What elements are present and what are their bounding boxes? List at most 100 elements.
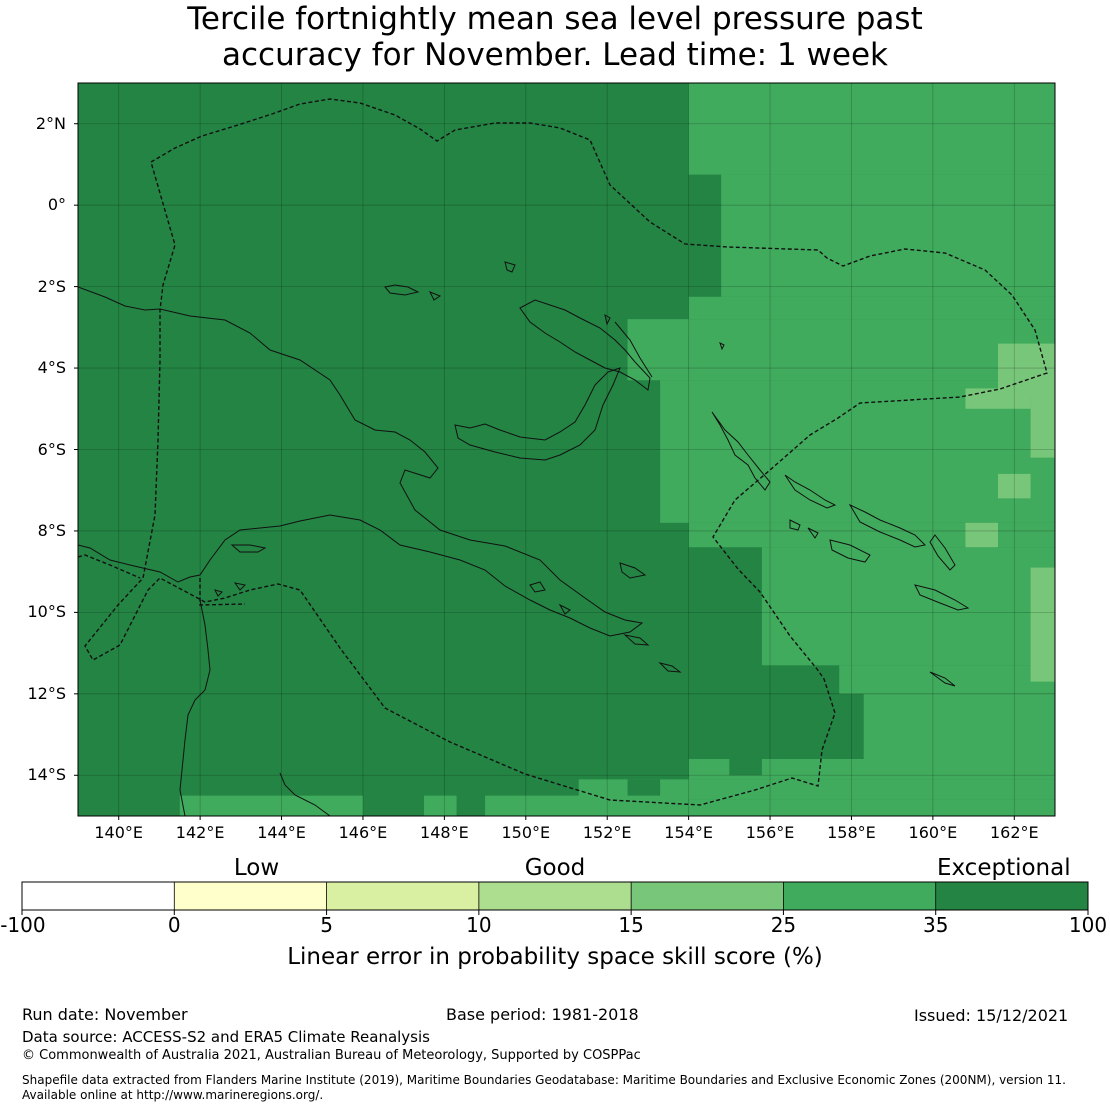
coastline-guadalcanal (829, 539, 871, 563)
skill-cell-good (1030, 388, 1055, 458)
coastline-santa-isabel (848, 503, 927, 548)
coastline-rennell (929, 671, 956, 687)
skill-cell-good-plus (688, 758, 1055, 780)
colorbar (21, 881, 1089, 915)
lon-tick-label: 144°E (257, 823, 306, 842)
lon-tick-label: 140°E (94, 823, 144, 842)
skill-cell-good (965, 388, 1031, 409)
skill-cell-good-plus (688, 522, 1055, 548)
colorbar-bin (174, 882, 327, 910)
map-gridlines (78, 83, 1055, 816)
colorbar-tick-label: 5 (320, 913, 333, 937)
coastline-bismarck-small (384, 284, 725, 351)
colorbar-tick-label: 10 (466, 913, 492, 937)
coastline-new-georgia (789, 519, 819, 539)
eez-boundary-png (84, 98, 1048, 806)
lon-tick-label: 146°E (338, 823, 388, 842)
map-axis-ticks (74, 123, 1015, 820)
lat-tick-label: 12°S (27, 683, 66, 703)
coastline-new-ireland (614, 321, 653, 378)
coastline-makira (914, 584, 970, 611)
colorbar-bin (478, 882, 632, 910)
lat-tick-label: 14°S (27, 765, 66, 785)
coastline-louisiade (658, 662, 682, 673)
lat-tick-label: 8°S (37, 520, 66, 540)
lon-tick-label: 158°E (827, 823, 876, 842)
eez-boundaries (78, 98, 1048, 806)
coastline-new-britain (519, 299, 651, 391)
skill-cell-good (965, 522, 999, 548)
lat-tick-label: 0° (47, 195, 66, 215)
data-source: Data source: ACCESS-S2 and ERA5 Climate … (22, 1028, 430, 1046)
skill-cell-good-plus (627, 319, 1055, 336)
eez-boundary-torres (199, 578, 246, 606)
shapefile-credit-line-2: Available online at http://www.marinereg… (22, 1088, 324, 1102)
lon-tick-label: 156°E (745, 823, 795, 842)
skill-cell-good-plus (424, 795, 457, 816)
coastline-torres-islands (214, 582, 247, 597)
lon-tick-label: 160°E (908, 823, 958, 842)
skill-category-label: Low (233, 855, 280, 881)
copyright: © Commonwealth of Australia 2021, Austra… (22, 1048, 641, 1063)
lon-tick-label: 142°E (175, 823, 225, 842)
shapefile-credit-line-1: Shapefile data extracted from Flanders M… (22, 1073, 1066, 1087)
map-title: Tercile fortnightly mean sea level press… (0, 0, 1110, 73)
lon-tick-label: 150°E (501, 823, 551, 842)
skill-cell-good-plus (627, 335, 689, 381)
skill-score-cells (179, 83, 1055, 816)
coastline-bougainville (711, 411, 771, 491)
lat-tick-label: 6°S (37, 439, 66, 459)
skill-cell-good (998, 473, 1031, 499)
colorbar-tick-label: 35 (922, 913, 949, 937)
skill-cell-good-plus (761, 547, 1055, 666)
skill-cell-exceptional (729, 758, 762, 776)
lon-tick-label: 154°E (664, 823, 713, 842)
base-period: Base period: 1981-2018 (446, 1005, 639, 1024)
colorbar-title: Linear error in probability space skill … (287, 944, 823, 970)
lon-tick-label: 152°E (582, 823, 632, 842)
coastline-malaita (929, 534, 956, 571)
skill-cell-good-plus (485, 795, 689, 816)
skill-cell-good-plus (179, 795, 363, 816)
skill-cell-good-plus (578, 779, 1055, 800)
colorbar-bin (783, 882, 936, 910)
coastline-new-guinea (78, 286, 644, 637)
lat-tick-label: 4°S (37, 358, 66, 378)
skill-cell-good-plus (688, 799, 1055, 816)
lat-tick-label: 10°S (27, 602, 66, 622)
title-line-2: accuracy for November. Lead time: 1 week (221, 37, 888, 73)
map-plot-area (78, 83, 1055, 816)
issued-date: Issued: 15/12/2021 (914, 1006, 1069, 1025)
skill-cell-exceptional (627, 779, 661, 800)
run-date: Run date: November (22, 1005, 188, 1024)
colorbar-tick-label: 0 (167, 913, 181, 937)
colorbar-bin (935, 882, 1088, 910)
skill-cell-good-plus (688, 335, 1055, 381)
lon-tick-label: 148°E (420, 823, 469, 842)
colorbar-frame (21, 881, 1089, 911)
lat-tick-label: 2°S (37, 276, 66, 296)
skill-cell-good-plus (863, 693, 1055, 759)
coastline-papuan-peninsula (454, 367, 621, 461)
coastline-cape-york (179, 599, 211, 816)
coastline-fly-river-islands (230, 544, 267, 553)
colorbar-bin (631, 882, 784, 910)
skill-cell-good-plus (688, 296, 1055, 320)
colorbar-bin (22, 882, 175, 910)
skill-cell-good-plus (688, 83, 1055, 175)
skill-cell-good (1030, 567, 1055, 682)
skill-category-label: Exceptional (936, 855, 1071, 881)
lon-tick-label: 162°E (989, 823, 1039, 842)
coastline-choiseul (784, 474, 837, 509)
lat-tick-label: 2°N (35, 113, 66, 133)
colorbar-tick-label: -100 (0, 913, 46, 937)
coastline-cape-york-east (279, 772, 331, 816)
colorbar-tick-label: 100 (1068, 913, 1108, 937)
title-line-1: Tercile fortnightly mean sea level press… (187, 1, 923, 37)
colorbar-tick-label: 15 (618, 913, 644, 937)
colorbar-tick-label: 25 (770, 913, 797, 937)
coastline-milne-islands (529, 562, 650, 646)
coastlines (78, 261, 970, 816)
coastline-manus (504, 261, 516, 273)
